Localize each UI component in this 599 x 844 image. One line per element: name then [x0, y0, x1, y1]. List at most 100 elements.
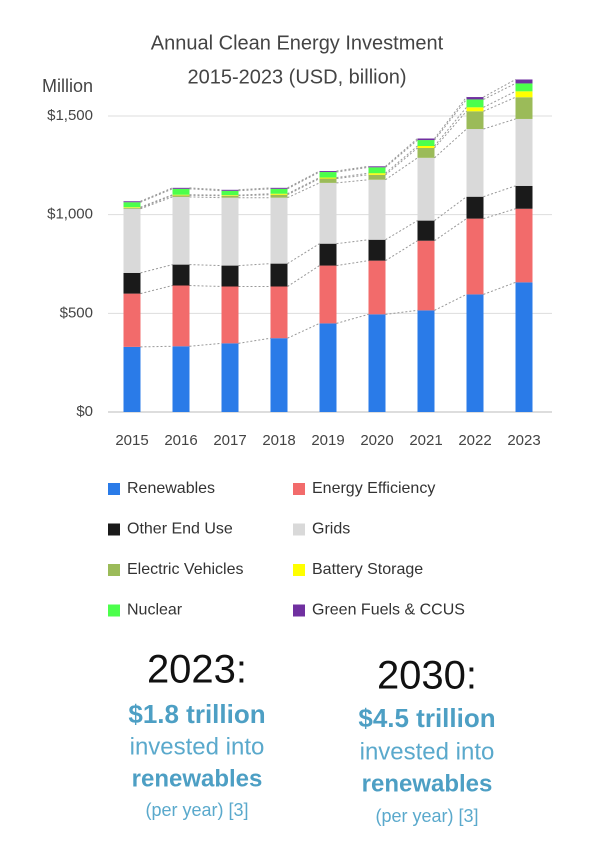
y-tick-label: $0 — [76, 403, 93, 420]
bar-segment — [123, 201, 141, 203]
connector — [336, 166, 369, 173]
bar-segment — [319, 265, 337, 324]
bar-segment — [221, 343, 239, 412]
bar-segment — [466, 218, 484, 295]
connector — [189, 187, 222, 191]
legend-swatch — [108, 523, 120, 536]
bar-segment — [515, 118, 533, 186]
connector — [483, 118, 516, 130]
connector — [385, 139, 418, 168]
connector — [434, 106, 467, 147]
bar-segment — [270, 188, 288, 194]
bar-segment — [270, 194, 288, 198]
bar-segment — [466, 111, 484, 130]
bar-segment — [270, 197, 288, 264]
bar-segment — [319, 243, 337, 266]
connector — [385, 220, 418, 241]
connector — [385, 309, 418, 315]
callout-text: renewables — [362, 770, 493, 797]
legend-swatch — [293, 483, 305, 495]
connector — [483, 208, 516, 220]
bar-segment — [417, 147, 435, 158]
bar-segment — [123, 207, 141, 209]
bar-segment — [319, 171, 337, 173]
bar-segment — [466, 107, 484, 112]
bar-segment — [319, 182, 337, 244]
bar-segment — [368, 166, 386, 168]
connector — [385, 157, 418, 181]
bar-segment — [515, 97, 533, 119]
callout-text: invested into — [360, 738, 495, 765]
bar-segment — [368, 173, 386, 175]
connector — [385, 147, 418, 176]
legend-swatch — [108, 604, 120, 617]
legend-label: Green Fuels & CCUS — [312, 602, 465, 619]
bar-segment — [123, 202, 141, 208]
x-tick-label: 2021 — [409, 432, 442, 449]
connector — [483, 90, 516, 108]
bar-segment — [221, 265, 239, 287]
bar-segment — [417, 310, 435, 412]
x-tick-label: 2018 — [262, 432, 295, 449]
x-tick-label: 2015 — [115, 432, 148, 449]
bar-segment — [319, 178, 337, 183]
connector — [434, 218, 467, 242]
callout: 2030: $4.5 trillion invested into renewa… — [358, 654, 495, 826]
connector — [336, 179, 369, 184]
connector — [385, 240, 418, 262]
bar-segment — [172, 187, 190, 189]
connector — [287, 178, 320, 196]
connector — [287, 322, 320, 339]
x-tick-label: 2016 — [164, 432, 197, 449]
y-tick-label: $1,500 — [47, 107, 93, 124]
x-tick-label: 2023 — [507, 432, 540, 449]
bar-segment — [466, 129, 484, 197]
bar-segment — [172, 285, 190, 347]
bar-segment — [515, 79, 533, 84]
bar-segment — [270, 187, 288, 189]
legend-label: Energy Efficiency — [312, 480, 435, 497]
bar-segment — [221, 197, 239, 266]
bar-segment — [417, 145, 435, 148]
bar-segment — [172, 196, 190, 265]
bar-segment — [123, 208, 141, 273]
bar-segment — [417, 240, 435, 311]
bar-segment — [123, 346, 141, 412]
bar-segment — [221, 190, 239, 196]
callout-heading: 2023: — [147, 648, 247, 692]
connector — [434, 96, 467, 139]
legend-swatch — [293, 523, 305, 536]
connector — [287, 171, 320, 190]
bar-segment — [319, 172, 337, 178]
connector — [140, 285, 173, 295]
connector — [189, 264, 222, 267]
connector — [238, 337, 271, 344]
connector — [238, 194, 271, 197]
connector — [434, 99, 467, 141]
connector — [483, 79, 516, 98]
bar-segment — [368, 174, 386, 180]
bar-segment — [515, 208, 533, 283]
bar-segment — [368, 314, 386, 412]
connector — [336, 174, 369, 180]
bar-segment — [221, 195, 239, 198]
x-tick-label: 2019 — [311, 432, 344, 449]
connector — [140, 194, 173, 208]
legend-label: Nuclear — [127, 602, 183, 619]
callout-note: (per year) [3] — [145, 800, 248, 820]
bar-segment — [319, 323, 337, 412]
legend-label: Electric Vehicles — [127, 561, 244, 578]
chart-subtitle: 2015-2023 (USD, billion) — [187, 66, 406, 88]
connector — [483, 82, 516, 100]
connector — [238, 188, 271, 192]
bar-segment — [466, 99, 484, 108]
bar-segment — [172, 195, 190, 197]
callout-note: (per year) [3] — [375, 806, 478, 826]
connector — [385, 145, 418, 174]
connector — [336, 172, 369, 179]
bar-segment — [123, 272, 141, 294]
bar-segment — [123, 207, 141, 208]
connector — [189, 188, 222, 192]
bar-segment — [417, 138, 435, 141]
